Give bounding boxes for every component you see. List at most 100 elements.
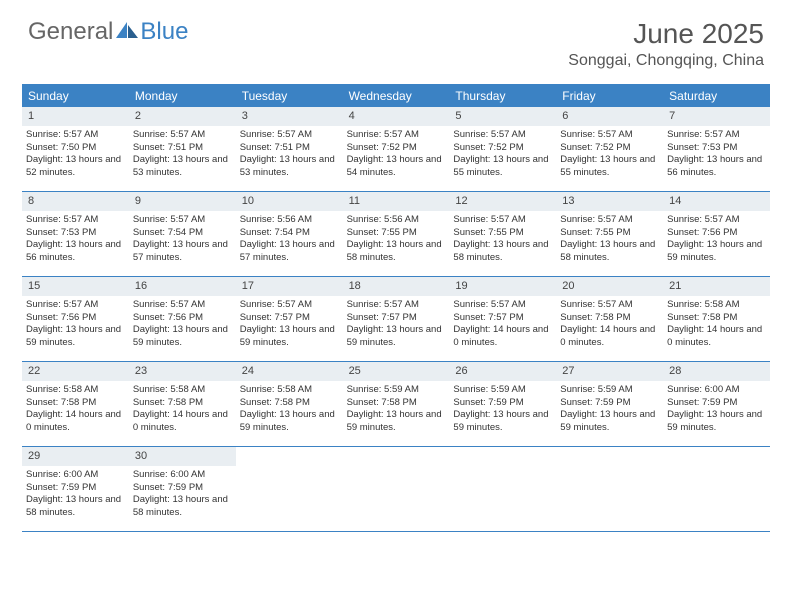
day-number-bar: 26	[449, 362, 556, 381]
sunrise-line: Sunrise: 5:57 AM	[453, 129, 552, 142]
daylight-line: Daylight: 13 hours and 59 minutes.	[240, 409, 339, 435]
daylight-line: Daylight: 13 hours and 56 minutes.	[667, 154, 766, 180]
day-number: 28	[669, 365, 681, 377]
sunrise-line: Sunrise: 5:58 AM	[240, 384, 339, 397]
sunrise-line: Sunrise: 6:00 AM	[667, 384, 766, 397]
day-number-bar: 11	[343, 192, 450, 211]
day-number: 21	[669, 280, 681, 292]
brand-sail-icon	[116, 22, 138, 38]
day-number-bar: 15	[22, 277, 129, 296]
sunset-line: Sunset: 7:58 PM	[560, 312, 659, 325]
day-number-bar: 6	[556, 107, 663, 126]
sunset-line: Sunset: 7:52 PM	[453, 142, 552, 155]
day-number-bar: 8	[22, 192, 129, 211]
sunset-line: Sunset: 7:58 PM	[347, 397, 446, 410]
day-number: 18	[349, 280, 361, 292]
sunset-line: Sunset: 7:57 PM	[453, 312, 552, 325]
day-cell: 18Sunrise: 5:57 AMSunset: 7:57 PMDayligh…	[343, 277, 450, 361]
sunrise-line: Sunrise: 5:57 AM	[347, 299, 446, 312]
sunrise-line: Sunrise: 5:57 AM	[133, 299, 232, 312]
sunrise-line: Sunrise: 5:57 AM	[453, 214, 552, 227]
sunset-line: Sunset: 7:59 PM	[26, 482, 125, 495]
sunset-line: Sunset: 7:50 PM	[26, 142, 125, 155]
daylight-line: Daylight: 13 hours and 58 minutes.	[133, 494, 232, 520]
daylight-line: Daylight: 13 hours and 58 minutes.	[453, 239, 552, 265]
sunset-line: Sunset: 7:51 PM	[240, 142, 339, 155]
day-cell-empty	[343, 447, 450, 531]
title-block: June 2025 Songgai, Chongqing, China	[568, 18, 764, 70]
day-cell: 2Sunrise: 5:57 AMSunset: 7:51 PMDaylight…	[129, 107, 236, 191]
daylight-line: Daylight: 13 hours and 59 minutes.	[133, 324, 232, 350]
day-number: 3	[242, 110, 248, 122]
sunrise-line: Sunrise: 5:57 AM	[26, 214, 125, 227]
day-number-bar: 22	[22, 362, 129, 381]
page-header: General Blue June 2025 Songgai, Chongqin…	[0, 0, 792, 78]
sunset-line: Sunset: 7:56 PM	[133, 312, 232, 325]
day-cell: 12Sunrise: 5:57 AMSunset: 7:55 PMDayligh…	[449, 192, 556, 276]
day-number-bar: 3	[236, 107, 343, 126]
daylight-line: Daylight: 14 hours and 0 minutes.	[667, 324, 766, 350]
sunrise-line: Sunrise: 5:57 AM	[240, 129, 339, 142]
sunset-line: Sunset: 7:52 PM	[560, 142, 659, 155]
sunrise-line: Sunrise: 5:57 AM	[560, 299, 659, 312]
day-number: 15	[28, 280, 40, 292]
day-cell: 23Sunrise: 5:58 AMSunset: 7:58 PMDayligh…	[129, 362, 236, 446]
day-number: 24	[242, 365, 254, 377]
day-cell: 22Sunrise: 5:58 AMSunset: 7:58 PMDayligh…	[22, 362, 129, 446]
calendar-grid: SundayMondayTuesdayWednesdayThursdayFrid…	[22, 84, 770, 532]
day-number: 16	[135, 280, 147, 292]
daylight-line: Daylight: 13 hours and 59 minutes.	[347, 409, 446, 435]
day-cell: 21Sunrise: 5:58 AMSunset: 7:58 PMDayligh…	[663, 277, 770, 361]
day-number-bar: 29	[22, 447, 129, 466]
day-number: 25	[349, 365, 361, 377]
sunrise-line: Sunrise: 5:58 AM	[26, 384, 125, 397]
day-number-bar: 4	[343, 107, 450, 126]
sunrise-line: Sunrise: 5:57 AM	[133, 214, 232, 227]
daylight-line: Daylight: 14 hours and 0 minutes.	[133, 409, 232, 435]
sunrise-line: Sunrise: 5:57 AM	[667, 129, 766, 142]
daylight-line: Daylight: 13 hours and 58 minutes.	[26, 494, 125, 520]
day-cell: 30Sunrise: 6:00 AMSunset: 7:59 PMDayligh…	[129, 447, 236, 531]
sunset-line: Sunset: 7:58 PM	[240, 397, 339, 410]
day-number-bar: 21	[663, 277, 770, 296]
day-cell: 14Sunrise: 5:57 AMSunset: 7:56 PMDayligh…	[663, 192, 770, 276]
sunrise-line: Sunrise: 5:59 AM	[347, 384, 446, 397]
daylight-line: Daylight: 13 hours and 59 minutes.	[667, 409, 766, 435]
sunrise-line: Sunrise: 5:57 AM	[26, 129, 125, 142]
sunset-line: Sunset: 7:55 PM	[560, 227, 659, 240]
brand-word-1: General	[28, 18, 113, 46]
sunset-line: Sunset: 7:58 PM	[133, 397, 232, 410]
day-number-bar: 10	[236, 192, 343, 211]
day-number: 27	[562, 365, 574, 377]
day-cell: 17Sunrise: 5:57 AMSunset: 7:57 PMDayligh…	[236, 277, 343, 361]
day-cell: 26Sunrise: 5:59 AMSunset: 7:59 PMDayligh…	[449, 362, 556, 446]
daylight-line: Daylight: 13 hours and 59 minutes.	[26, 324, 125, 350]
sunset-line: Sunset: 7:53 PM	[26, 227, 125, 240]
day-cell-empty	[236, 447, 343, 531]
sunset-line: Sunset: 7:54 PM	[240, 227, 339, 240]
daylight-line: Daylight: 13 hours and 59 minutes.	[453, 409, 552, 435]
sunrise-line: Sunrise: 5:59 AM	[453, 384, 552, 397]
brand-logo: General Blue	[28, 18, 188, 46]
sunrise-line: Sunrise: 6:00 AM	[133, 469, 232, 482]
day-number-bar: 18	[343, 277, 450, 296]
daylight-line: Daylight: 13 hours and 53 minutes.	[240, 154, 339, 180]
daylight-line: Daylight: 14 hours and 0 minutes.	[453, 324, 552, 350]
day-number-bar: 9	[129, 192, 236, 211]
sunrise-line: Sunrise: 6:00 AM	[26, 469, 125, 482]
day-number: 8	[28, 195, 34, 207]
sunset-line: Sunset: 7:55 PM	[453, 227, 552, 240]
daylight-line: Daylight: 14 hours and 0 minutes.	[26, 409, 125, 435]
day-number: 2	[135, 110, 141, 122]
daylight-line: Daylight: 13 hours and 56 minutes.	[26, 239, 125, 265]
sunrise-line: Sunrise: 5:59 AM	[560, 384, 659, 397]
day-cell-empty	[663, 447, 770, 531]
day-cell-empty	[449, 447, 556, 531]
day-number: 1	[28, 110, 34, 122]
sunset-line: Sunset: 7:59 PM	[133, 482, 232, 495]
sunset-line: Sunset: 7:59 PM	[667, 397, 766, 410]
sunset-line: Sunset: 7:57 PM	[240, 312, 339, 325]
daylight-line: Daylight: 13 hours and 59 minutes.	[667, 239, 766, 265]
day-number-bar: 19	[449, 277, 556, 296]
daylight-line: Daylight: 13 hours and 53 minutes.	[133, 154, 232, 180]
